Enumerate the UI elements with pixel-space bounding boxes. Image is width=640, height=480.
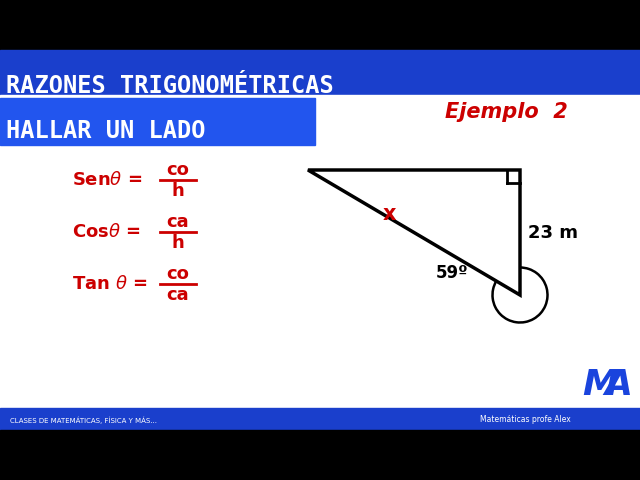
Bar xyxy=(0,98,315,145)
Text: ca: ca xyxy=(166,286,189,304)
Text: RAZONES TRIGONOMÉTRICAS: RAZONES TRIGONOMÉTRICAS xyxy=(6,74,333,98)
Bar xyxy=(0,0,640,90)
Text: M: M xyxy=(582,368,618,402)
Bar xyxy=(0,430,640,480)
Text: Sen$\theta$ =: Sen$\theta$ = xyxy=(72,171,142,189)
Text: h: h xyxy=(172,234,184,252)
Text: ca: ca xyxy=(166,213,189,231)
Text: Cos$\theta$ =: Cos$\theta$ = xyxy=(72,223,141,241)
Text: HALLAR UN LADO: HALLAR UN LADO xyxy=(6,119,205,143)
Bar xyxy=(0,408,640,430)
Text: Ejemplo  2: Ejemplo 2 xyxy=(445,102,568,122)
Text: co: co xyxy=(166,161,189,179)
Text: x: x xyxy=(382,204,396,225)
Text: 23 m: 23 m xyxy=(528,224,578,241)
Text: A: A xyxy=(604,368,632,402)
Bar xyxy=(0,50,640,145)
Bar xyxy=(0,95,640,430)
Text: CLASES DE MATEMÁTICAS, FÍSICA Y MÁS...: CLASES DE MATEMÁTICAS, FÍSICA Y MÁS... xyxy=(10,416,157,424)
Text: Matemáticas profe Alex: Matemáticas profe Alex xyxy=(480,416,571,424)
Text: 59º: 59º xyxy=(436,264,468,282)
Text: h: h xyxy=(172,182,184,200)
Text: Tan $\theta$ =: Tan $\theta$ = xyxy=(72,275,148,293)
Text: co: co xyxy=(166,265,189,283)
